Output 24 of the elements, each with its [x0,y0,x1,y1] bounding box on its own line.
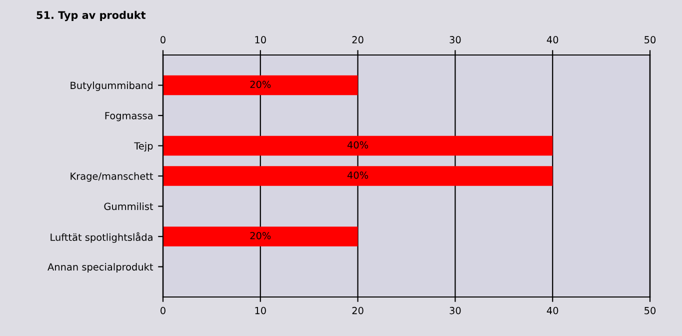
x-tick-label: 50 [644,306,656,314]
x-tick-label: 40 [546,306,558,314]
y-tick-label: Fogmassa [105,112,152,122]
y-tick-label: Tejp [134,142,153,152]
y-tick-label: Lufttät spotlightslåda [50,232,152,243]
x-tick-label: 0 [160,306,166,314]
y-tick-label: Krage/manschett [70,172,154,182]
x-tick-label: 30 [450,306,461,314]
x2-tick-label: 0 [160,36,166,44]
data-label: 20% [250,80,271,88]
x2-tick-label: 20 [352,36,364,44]
x-tick-label: 10 [255,306,266,314]
x2-tick-label: 10 [255,36,266,44]
y-tick-label: Annan specialprodukt [48,263,154,272]
x2-tick-label: 50 [644,36,656,44]
y-tick-label: Butylgummiband [70,82,152,91]
data-label: 40% [347,171,368,179]
x2-tick-label: 30 [450,36,461,44]
x2-tick-label: 40 [546,36,558,44]
data-label: 20% [250,232,271,240]
y-tick-label: Gummilist [104,202,154,210]
x-tick-label: 20 [352,306,364,314]
chart-title: 51. Typ av produkt [36,10,146,22]
data-label: 40% [347,141,368,149]
